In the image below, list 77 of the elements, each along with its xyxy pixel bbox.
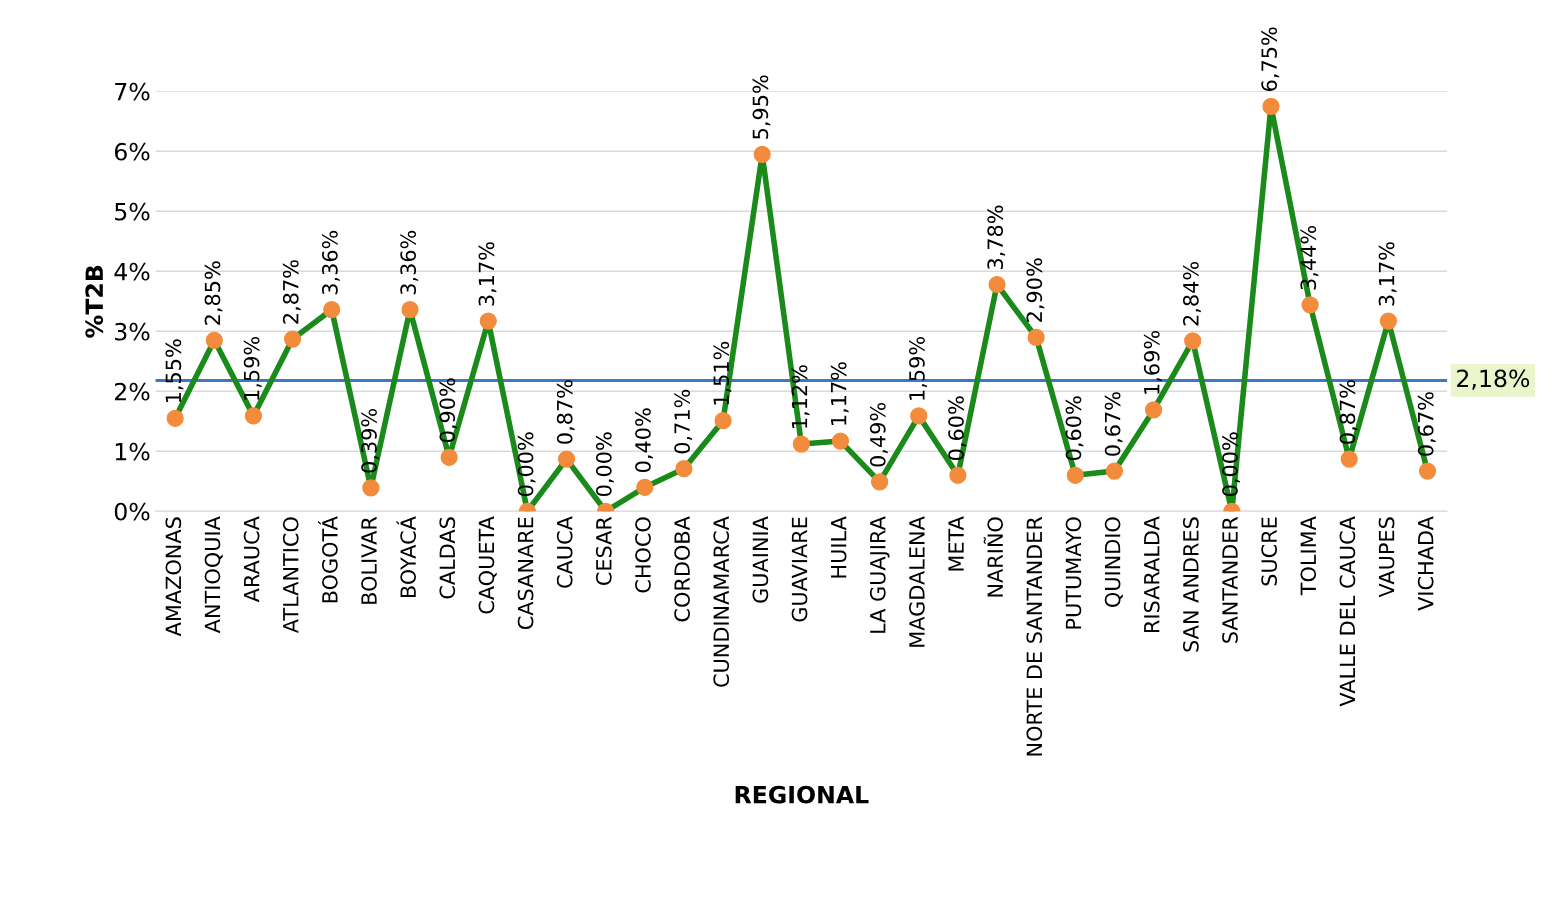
data-label: 3,36% [322,230,340,295]
x-tick-label: CASANARE [517,517,534,630]
x-tick-label: RISARALDA [1143,516,1160,633]
data-label: 0,71% [674,389,693,454]
x-tick-label: CESAR [595,516,612,586]
x-tick-label: ARAUCA [243,516,260,603]
data-label: 1,17% [830,362,849,425]
y-tick-label: 6% [114,142,150,161]
x-tick-label: META [948,516,964,571]
data-label: 0,39% [361,408,380,473]
data-label: 3,44% [1300,225,1319,290]
x-tick-label: VALLE DEL CAUCA [1339,516,1356,707]
data-label: 0,00% [595,432,614,497]
x-tick-label: HUILA [831,516,847,578]
x-tick-label: ATLANTICO [282,517,299,634]
data-label: 1,59% [909,336,927,400]
data-label: 0,49% [869,402,888,467]
x-tick-label: CALDAS [439,517,456,599]
data-label: 0,67% [1104,392,1123,456]
x-tick-label: GUAINIA [752,516,769,603]
y-tick-label: 4% [114,262,150,281]
data-label: 0,00% [517,432,536,497]
data-label: 0,60% [948,396,967,461]
x-tick-label: CAUCA [556,516,573,588]
data-label: 0,00% [1222,432,1240,497]
data-label: 5,95% [752,75,771,139]
x-tick-label: PUTUMAYO [1065,517,1082,629]
data-label: 3,17% [1378,242,1397,306]
y-tick-label: 3% [115,322,150,341]
x-tick-label: SUCRE [1261,517,1278,586]
data-label: 1,55% [165,339,184,403]
x-tick-label: CORDOBA [674,516,690,622]
x-tick-label: GUAVIARE [791,517,808,622]
data-label: 3,17% [478,242,497,306]
data-label: 3,78% [987,205,1006,270]
x-tick-label: BOYACÁ [396,516,417,598]
y-tick-label: 7% [115,82,150,101]
data-label: 1,51% [713,341,732,405]
x-tick-label: NARIÑO [983,517,1004,597]
ref-line-label: 2,18% [1457,369,1530,390]
data-label: 1,12% [791,365,810,428]
data-label: 0,67% [1417,392,1436,456]
data-label: 3,36% [400,230,419,295]
data-label: 2,84% [1182,261,1201,326]
data-label: 2,85% [204,261,223,325]
x-tick-label: ANTIOQUIA [204,516,223,634]
x-tick-label: BOLIVAR [361,516,377,604]
data-label: 0,90% [439,378,458,443]
x-tick-label: AMAZONAS [165,517,182,637]
x-tick-label: VAUPES [1378,517,1395,598]
x-tick-label: SANTANDER [1222,516,1238,643]
x-tick-label: MAGDALENA [909,516,925,647]
y-tick-label: 0% [114,502,150,521]
x-tick-label: NORTE DE SANTANDER [1026,516,1043,756]
data-label: 0,87% [1339,380,1358,444]
data-label: 0,87% [556,380,575,444]
data-label: 1,59% [243,336,262,400]
x-axis-title: REGIONAL [735,785,869,804]
x-tick-label: BOGOTÁ [318,516,338,603]
x-tick-label: QUINDIO [1104,517,1123,607]
y-tick-label: 1% [115,442,150,461]
data-label: 0,60% [1065,396,1084,461]
data-label: 1,69% [1143,330,1162,394]
data-label: 2,87% [282,260,301,324]
data-label: 2,90% [1026,258,1045,322]
x-tick-label: TOLIMA [1300,516,1317,596]
x-tick-label: LA GUAJIRA [869,516,890,633]
x-tick-label: CUNDINAMARCA [713,516,730,687]
x-tick-label: CAQUETA [478,516,497,614]
y-tick-label: 2% [115,382,150,401]
x-tick-label: SAN ANDRES [1182,517,1199,652]
data-label: 6,75% [1261,27,1280,91]
y-tick-label: 5% [115,202,150,221]
x-tick-label: VICHADA [1417,516,1434,611]
data-label: 0,40% [635,408,653,473]
y-axis-title: %T2B [85,265,104,338]
x-tick-label: CHOCO [635,517,651,593]
